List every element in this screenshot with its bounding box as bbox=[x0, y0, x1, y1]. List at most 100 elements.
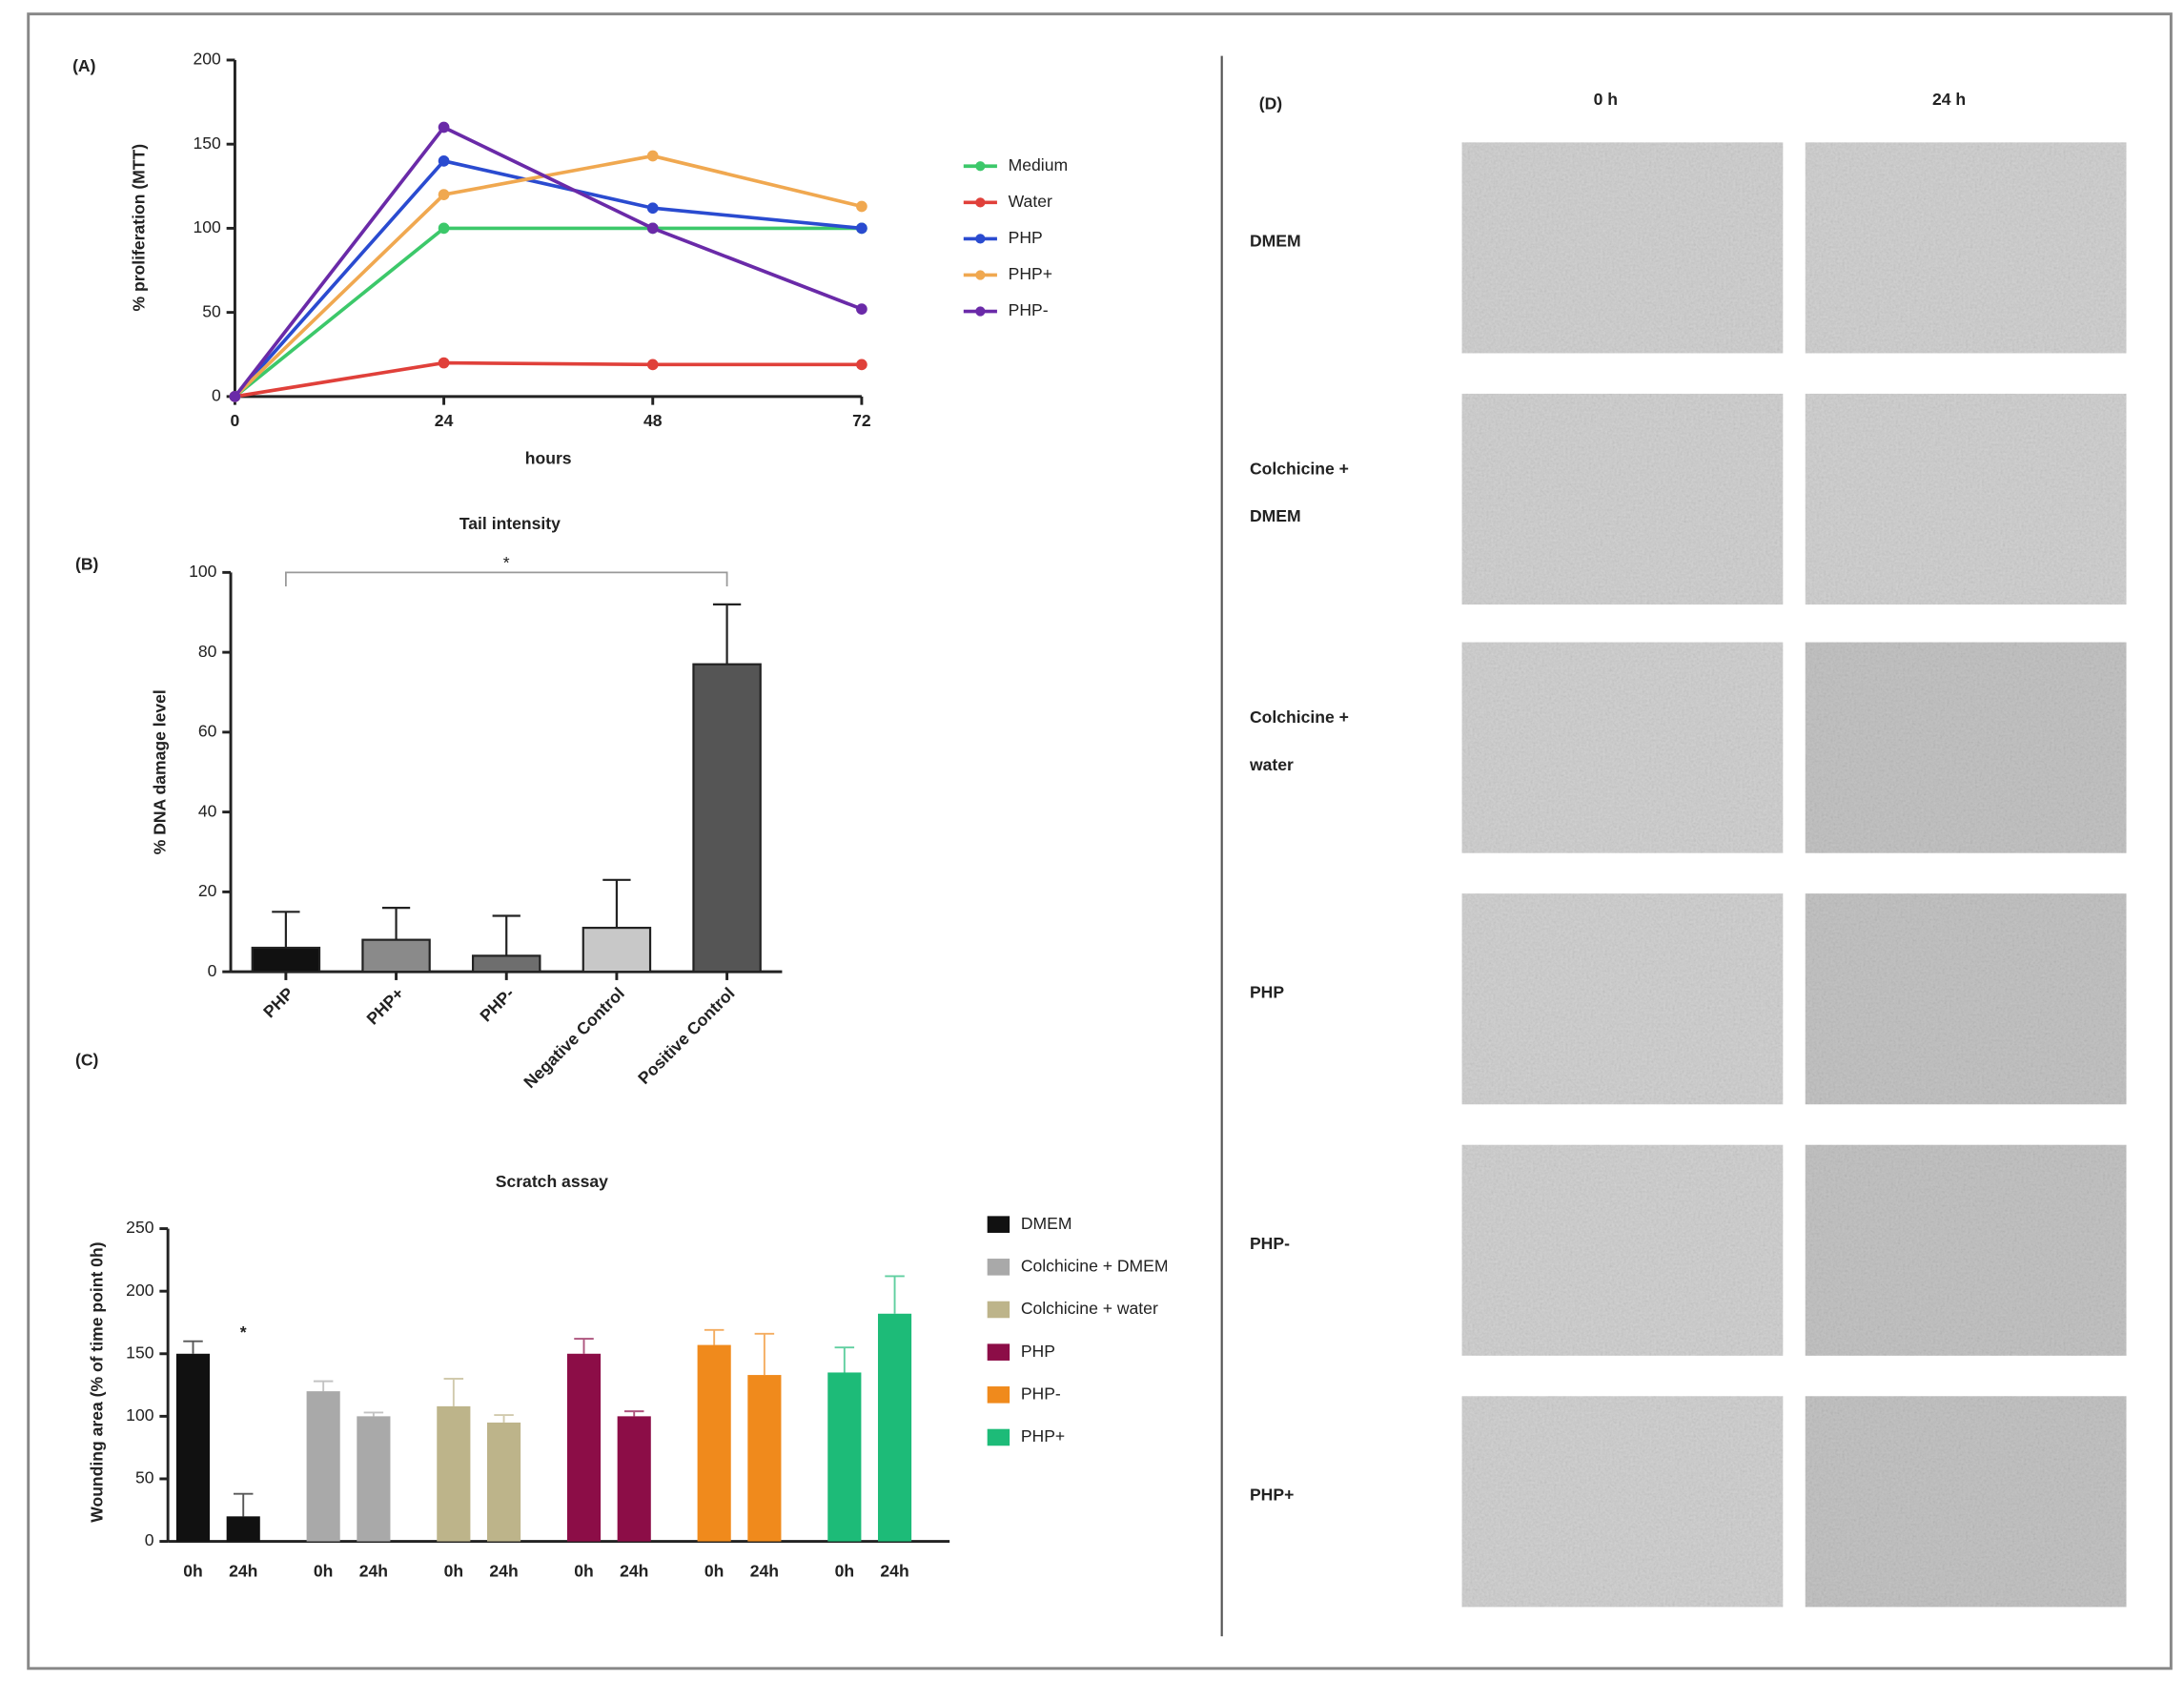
column-header: 24 h bbox=[1932, 90, 1966, 109]
legend-label: PHP- bbox=[1021, 1384, 1061, 1403]
bar bbox=[486, 1422, 521, 1542]
legend-marker bbox=[975, 161, 986, 172]
legend-marker bbox=[975, 270, 986, 280]
panel-label: (D) bbox=[1259, 93, 1282, 113]
chart-title: Scratch assay bbox=[496, 1172, 608, 1191]
bar bbox=[471, 954, 541, 974]
y-tick-label: 100 bbox=[126, 1405, 154, 1425]
legend-marker bbox=[975, 306, 986, 317]
legend-label: Colchicine + DMEM bbox=[1021, 1256, 1169, 1275]
point bbox=[438, 222, 450, 235]
legend-label: Colchicine + water bbox=[1021, 1299, 1158, 1318]
error-bar bbox=[834, 1346, 855, 1373]
error-bar bbox=[443, 1378, 464, 1406]
micrograph bbox=[1461, 142, 1784, 354]
error-bar bbox=[313, 1380, 334, 1392]
error-bar bbox=[754, 1332, 775, 1376]
significance-mark: * bbox=[503, 553, 510, 572]
error-bar bbox=[381, 907, 411, 940]
x-tick-label: 0h bbox=[835, 1561, 855, 1580]
micrograph bbox=[1805, 1396, 2127, 1608]
point bbox=[646, 359, 659, 371]
y-tick-label: 150 bbox=[126, 1343, 154, 1362]
row-label: DMEM bbox=[1250, 506, 1301, 525]
y-tick-label: 0 bbox=[212, 385, 221, 404]
legend-swatch bbox=[987, 1343, 1010, 1361]
x-tick-label: 72 bbox=[852, 411, 871, 430]
legend-swatch bbox=[987, 1259, 1010, 1276]
x-tick-label: 0h bbox=[574, 1561, 594, 1580]
row-label: DMEM bbox=[1250, 232, 1301, 251]
panel-label: (A) bbox=[72, 56, 95, 75]
line-series bbox=[234, 226, 862, 399]
error-bar bbox=[602, 878, 631, 929]
point bbox=[438, 357, 450, 369]
error-bar bbox=[704, 1328, 725, 1345]
significance-bracket bbox=[284, 571, 728, 586]
point bbox=[856, 200, 867, 213]
point bbox=[438, 121, 450, 133]
line-series bbox=[235, 360, 862, 399]
micrograph bbox=[1805, 893, 2127, 1105]
y-tick-label: 100 bbox=[193, 217, 221, 236]
panel-label: (B) bbox=[75, 555, 98, 574]
point bbox=[856, 222, 867, 235]
y-tick-label: 0 bbox=[145, 1530, 154, 1549]
x-tick-label: 24h bbox=[880, 1561, 908, 1580]
bar bbox=[357, 1416, 391, 1542]
micrograph bbox=[1461, 393, 1784, 605]
y-tick-label: 40 bbox=[198, 801, 217, 820]
error-bar bbox=[272, 911, 300, 949]
y-axis-label: % proliferation (MTT) bbox=[129, 144, 148, 312]
point bbox=[438, 189, 450, 200]
point bbox=[856, 303, 867, 315]
x-tick-label: 24h bbox=[359, 1561, 388, 1580]
error-bar bbox=[623, 1410, 644, 1417]
bar bbox=[251, 946, 321, 974]
error-bar bbox=[183, 1340, 203, 1354]
x-tick-label: 24h bbox=[620, 1561, 648, 1580]
legend-swatch bbox=[987, 1428, 1010, 1446]
row-label: PHP bbox=[1250, 982, 1284, 1001]
bar bbox=[582, 926, 652, 974]
y-tick-label: 250 bbox=[126, 1218, 154, 1237]
y-tick-label: 150 bbox=[193, 133, 221, 153]
bar bbox=[827, 1372, 862, 1542]
micrograph bbox=[1805, 642, 2127, 853]
row-label: PHP+ bbox=[1250, 1486, 1294, 1505]
y-tick-label: 200 bbox=[126, 1281, 154, 1300]
y-tick-label: 50 bbox=[135, 1468, 154, 1487]
significance-mark: * bbox=[240, 1322, 247, 1342]
bar bbox=[877, 1313, 912, 1542]
error-bar bbox=[574, 1338, 594, 1354]
micrograph bbox=[1461, 642, 1784, 853]
line-series bbox=[234, 154, 863, 399]
legend-swatch bbox=[987, 1216, 1010, 1233]
x-tick-label: 0h bbox=[704, 1561, 725, 1580]
error-bar bbox=[712, 603, 742, 665]
x-tick-label: 0h bbox=[183, 1561, 203, 1580]
error-bar bbox=[885, 1275, 905, 1314]
legend-label: Water bbox=[1009, 192, 1052, 211]
bar bbox=[306, 1391, 340, 1542]
bar bbox=[226, 1516, 260, 1542]
micrograph bbox=[1461, 893, 1784, 1105]
bar bbox=[617, 1416, 651, 1542]
legend-marker bbox=[975, 197, 986, 208]
legend-label: PHP bbox=[1009, 228, 1043, 247]
micrograph bbox=[1805, 393, 2127, 605]
point bbox=[856, 359, 867, 371]
x-tick-label: 24h bbox=[229, 1561, 257, 1580]
legend-label: Medium bbox=[1009, 155, 1068, 174]
line-series bbox=[233, 125, 863, 398]
error-bar bbox=[363, 1411, 384, 1417]
line-series bbox=[234, 158, 863, 399]
point bbox=[438, 154, 450, 167]
legend-label: PHP bbox=[1021, 1342, 1055, 1361]
bar bbox=[566, 1353, 602, 1542]
legend-swatch bbox=[987, 1386, 1010, 1404]
y-tick-label: 80 bbox=[198, 642, 217, 661]
point bbox=[646, 202, 659, 215]
chart-title: Tail intensity bbox=[459, 514, 561, 533]
y-axis-label: Wounding area (% of time point 0h) bbox=[88, 1241, 107, 1522]
